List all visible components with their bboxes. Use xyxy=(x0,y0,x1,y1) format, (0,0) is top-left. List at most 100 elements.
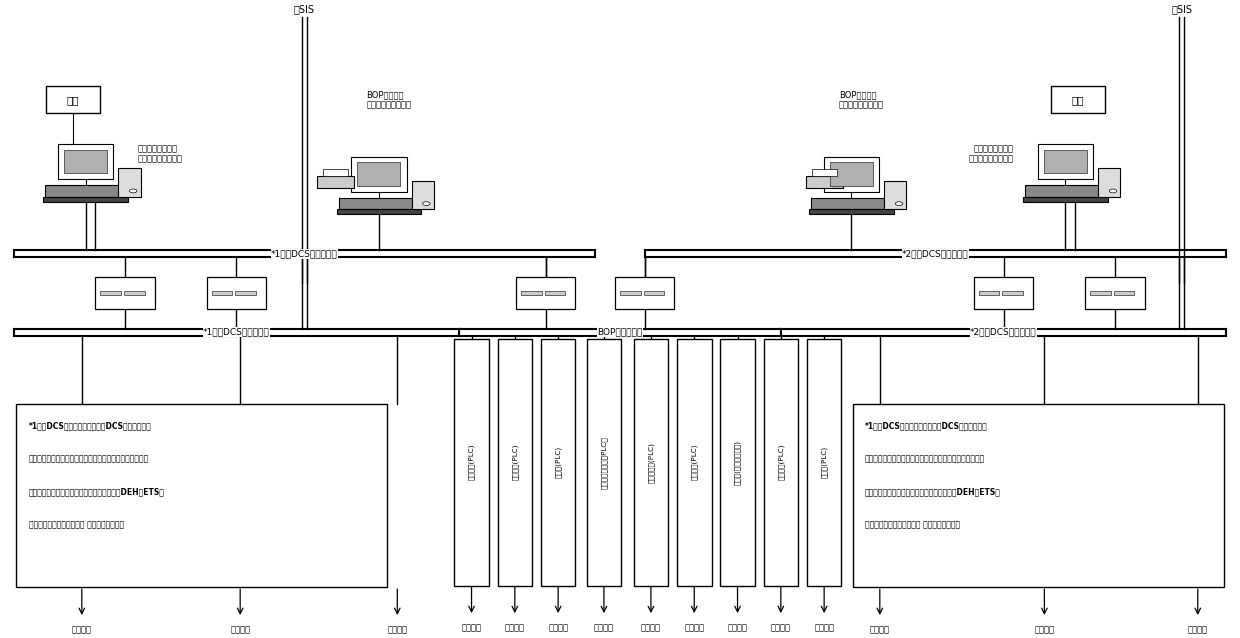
Bar xyxy=(1114,291,1135,295)
Bar xyxy=(806,175,843,188)
Bar xyxy=(324,170,347,175)
Bar xyxy=(1090,291,1111,295)
Text: 现场设备: 现场设备 xyxy=(1188,625,1208,634)
Text: 现场设备: 现场设备 xyxy=(548,623,568,633)
Text: *2机组DCS操作层网络: *2机组DCS操作层网络 xyxy=(903,249,968,258)
Bar xyxy=(853,404,1224,588)
Bar xyxy=(118,168,140,197)
Bar xyxy=(1099,168,1121,197)
Bar xyxy=(521,291,542,295)
Bar xyxy=(978,291,999,295)
Text: BOP操作员站
工程师站及历史站等: BOP操作员站 工程师站及历史站等 xyxy=(839,90,884,110)
Bar xyxy=(973,277,1033,309)
Bar xyxy=(764,339,799,586)
Text: 大屏: 大屏 xyxy=(1071,95,1084,105)
Bar xyxy=(644,291,665,295)
Text: *2机组DCS控制层网络: *2机组DCS控制层网络 xyxy=(970,328,1037,337)
Bar xyxy=(43,197,128,202)
Text: 安水站(PLC): 安水站(PLC) xyxy=(554,446,562,478)
Text: 现场设备: 现场设备 xyxy=(387,625,407,634)
Bar xyxy=(823,157,879,191)
Bar xyxy=(317,175,353,188)
Bar xyxy=(207,277,267,309)
Bar xyxy=(16,404,387,588)
Bar xyxy=(497,339,532,586)
Text: BOP操作员站
工程师站及历史站等: BOP操作员站 工程师站及历史站等 xyxy=(366,90,412,110)
Text: 空调系统(PLC): 空调系统(PLC) xyxy=(469,444,475,480)
Circle shape xyxy=(895,202,903,205)
Bar xyxy=(830,162,873,186)
Circle shape xyxy=(1110,189,1117,193)
Bar xyxy=(1044,150,1087,174)
Text: *1机组DCS监控范围包括（采用DCS进行控制）：: *1机组DCS监控范围包括（采用DCS进行控制）： xyxy=(866,422,988,431)
Circle shape xyxy=(129,189,136,193)
Bar xyxy=(812,170,837,175)
Text: 至SIS: 至SIS xyxy=(294,4,315,14)
Text: 现场设备: 现场设备 xyxy=(1034,625,1054,634)
Text: 现场设备: 现场设备 xyxy=(815,623,835,633)
Text: 废水处理站(PLC): 废水处理站(PLC) xyxy=(647,441,655,483)
Bar xyxy=(339,198,419,209)
Bar xyxy=(1023,197,1107,202)
Text: 烟气系统、灬灰系统、汽水系统、务管系统、凝结水系统、: 烟气系统、灬灰系统、汽水系统、务管系统、凝结水系统、 xyxy=(866,454,986,463)
Bar xyxy=(1085,277,1145,309)
Bar xyxy=(412,181,434,209)
Text: BOP控制层网络: BOP控制层网络 xyxy=(598,328,642,337)
Text: 循环冷却水，循环水加药， 电气厂用电等系统: 循环冷却水，循环水加药， 电气厂用电等系统 xyxy=(866,521,960,530)
Bar xyxy=(454,339,489,586)
Bar xyxy=(46,185,125,197)
Bar xyxy=(351,157,407,191)
Bar xyxy=(1025,185,1106,197)
Bar xyxy=(620,291,641,295)
Text: 循环冷却水，循环水加药， 电气厂用电等系统: 循环冷却水，循环水加药， 电气厂用电等系统 xyxy=(29,521,124,530)
Bar xyxy=(63,150,107,174)
Text: 给水泵房(PLC): 给水泵房(PLC) xyxy=(512,444,518,480)
Bar xyxy=(46,86,100,113)
Bar xyxy=(810,209,894,214)
Bar xyxy=(95,277,155,309)
Bar xyxy=(1002,291,1023,295)
Text: *1机组DCS控制层网络: *1机组DCS控制层网络 xyxy=(203,328,270,337)
Bar xyxy=(1038,144,1094,179)
Bar xyxy=(236,291,255,295)
Text: 输煤系统(PLC): 输煤系统(PLC) xyxy=(691,444,698,480)
Bar xyxy=(357,162,401,186)
Text: 给水系统、真空系统、难水系统、给水系统、DEH，ETS，: 给水系统、真空系统、难水系统、给水系统、DEH，ETS， xyxy=(29,487,165,496)
Text: 现场设备: 现场设备 xyxy=(771,623,791,633)
Bar xyxy=(124,291,145,295)
Text: 锅炉补给水处理（PLC）: 锅炉补给水处理（PLC） xyxy=(600,436,608,489)
Text: 现场设备: 现场设备 xyxy=(594,623,614,633)
Text: 大屏: 大屏 xyxy=(67,95,79,105)
Bar xyxy=(615,277,675,309)
Text: 烟气系统、灬灰系统、汽水系统、务管系统、凝结水系统、: 烟气系统、灬灰系统、汽水系统、务管系统、凝结水系统、 xyxy=(29,454,149,463)
Bar xyxy=(807,339,842,586)
Text: 启动锅炉(PLC): 启动锅炉(PLC) xyxy=(777,444,784,480)
Text: 电动机(专用控制系统): 电动机(专用控制系统) xyxy=(734,440,740,485)
Bar xyxy=(884,181,906,209)
Bar xyxy=(541,339,575,586)
Bar xyxy=(544,291,565,295)
Text: *1机组DCS监控范围包括（采用DCS进行控制）：: *1机组DCS监控范围包括（采用DCS进行控制）： xyxy=(29,422,151,431)
Text: 制氢站(PLC): 制氢站(PLC) xyxy=(821,446,827,478)
Text: 现场设备: 现场设备 xyxy=(869,625,890,634)
Bar xyxy=(811,198,892,209)
Text: 现场设备: 现场设备 xyxy=(728,623,748,633)
Text: 现场设备: 现场设备 xyxy=(505,623,525,633)
Bar xyxy=(336,209,420,214)
Text: *1机组DCS操作层网络: *1机组DCS操作层网络 xyxy=(272,249,337,258)
Text: 现场设备: 现场设备 xyxy=(641,623,661,633)
Text: 现场设备: 现场设备 xyxy=(231,625,250,634)
Circle shape xyxy=(423,202,430,205)
Bar xyxy=(58,144,113,179)
Bar xyxy=(212,291,232,295)
Bar xyxy=(1050,86,1105,113)
Bar xyxy=(677,339,712,586)
Text: 现场设备: 现场设备 xyxy=(684,623,704,633)
Bar xyxy=(720,339,755,586)
Bar xyxy=(587,339,621,586)
Bar xyxy=(634,339,668,586)
Text: 现场设备: 现场设备 xyxy=(461,623,481,633)
Bar xyxy=(100,291,122,295)
Text: 给水系统、真空系统、难水系统、给水系统、DEH，ETS，: 给水系统、真空系统、难水系统、给水系统、DEH，ETS， xyxy=(866,487,1001,496)
Text: 现场设备: 现场设备 xyxy=(72,625,92,634)
